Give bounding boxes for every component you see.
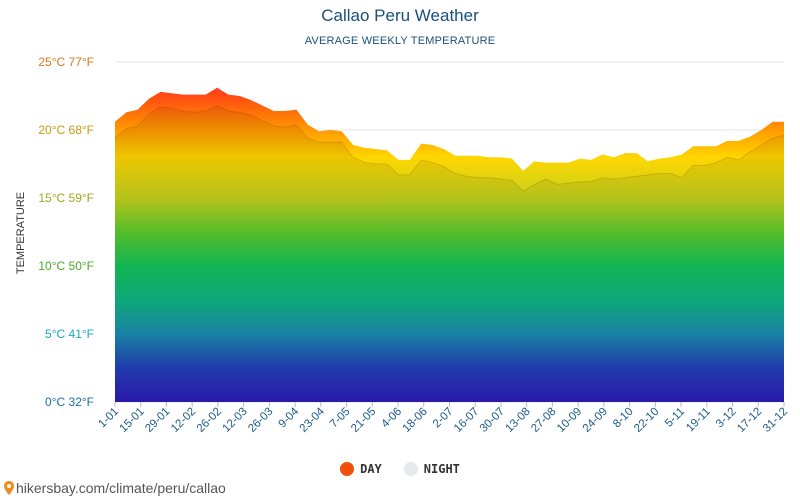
x-tick-label: 30-07 — [478, 406, 507, 435]
y-tick-label: 5°C 41°F — [45, 327, 94, 341]
x-tick-label: 22-10 — [632, 406, 661, 435]
footer-text: hikersbay.com/climate/peru/callao — [16, 480, 226, 496]
chart-subtitle: AVERAGE WEEKLY TEMPERATURE — [304, 35, 496, 47]
x-tick-label: 26-03 — [246, 406, 275, 435]
x-tick-label: 19-11 — [684, 406, 713, 435]
x-tick-label: 26-02 — [195, 406, 224, 435]
x-tick-label: 10-09 — [555, 406, 584, 435]
y-tick-label: 25°C 77°F — [38, 55, 94, 69]
night-series-line — [114, 104, 785, 192]
x-tick-label: 12-02 — [169, 406, 198, 435]
location-pin-icon — [4, 481, 14, 495]
y-tick-label: 15°C 59°F — [38, 191, 94, 205]
legend-swatch-night — [403, 462, 418, 476]
x-tick-label: 27-08 — [529, 406, 558, 435]
x-tick-label: 24-09 — [581, 406, 610, 435]
legend-item-night[interactable]: NIGHT — [403, 462, 460, 476]
x-tick-label: 31-12 — [761, 406, 790, 435]
y-tick-label: 10°C 50°F — [38, 259, 94, 273]
x-tick-label: 23-04 — [298, 405, 328, 435]
x-tick-label: 16-07 — [452, 406, 481, 435]
night-temperature-area[interactable] — [115, 105, 784, 403]
night-area-shade — [115, 105, 784, 402]
chart-title: Callao Peru Weather — [321, 6, 479, 25]
legend-label-night: NIGHT — [423, 462, 460, 476]
footer-source-link[interactable]: hikersbay.com/climate/peru/callao — [4, 480, 226, 496]
y-tick-label: 20°C 68°F — [38, 123, 94, 137]
x-tick-label: 12-03 — [220, 406, 249, 435]
legend-label-day: DAY — [360, 462, 382, 476]
x-tick-label: 13-08 — [504, 406, 533, 435]
legend-swatch-day — [340, 462, 355, 476]
x-tick-label: 29-01 — [143, 406, 172, 435]
y-tick-label: 0°C 32°F — [45, 395, 94, 409]
x-tick-label: 17-12 — [735, 406, 764, 435]
legend-item-day[interactable]: DAY — [340, 462, 382, 476]
x-tick-label: 21-05 — [349, 406, 378, 435]
chart-plot-area: 0°C 32°F 5°C 41°F 10°C 50°F 15°C 59°F 20°C 6… — [38, 55, 790, 435]
x-tick-label: 18-06 — [401, 406, 430, 435]
x-tick-label: 15-01 — [118, 406, 147, 435]
chart-legend: DAY NIGHT — [0, 462, 800, 476]
